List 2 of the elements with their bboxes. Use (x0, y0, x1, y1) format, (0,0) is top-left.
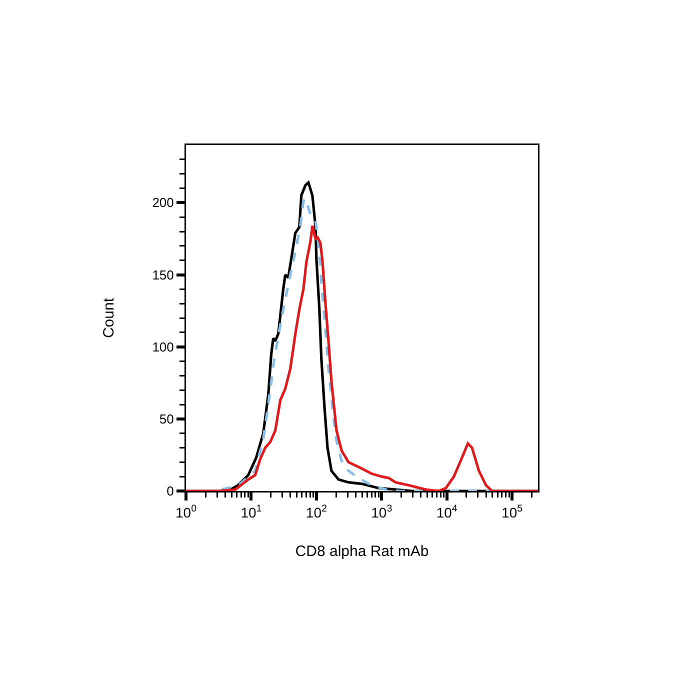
y-tick-label: 200 (152, 195, 174, 210)
y-tick-label: 150 (152, 267, 174, 282)
